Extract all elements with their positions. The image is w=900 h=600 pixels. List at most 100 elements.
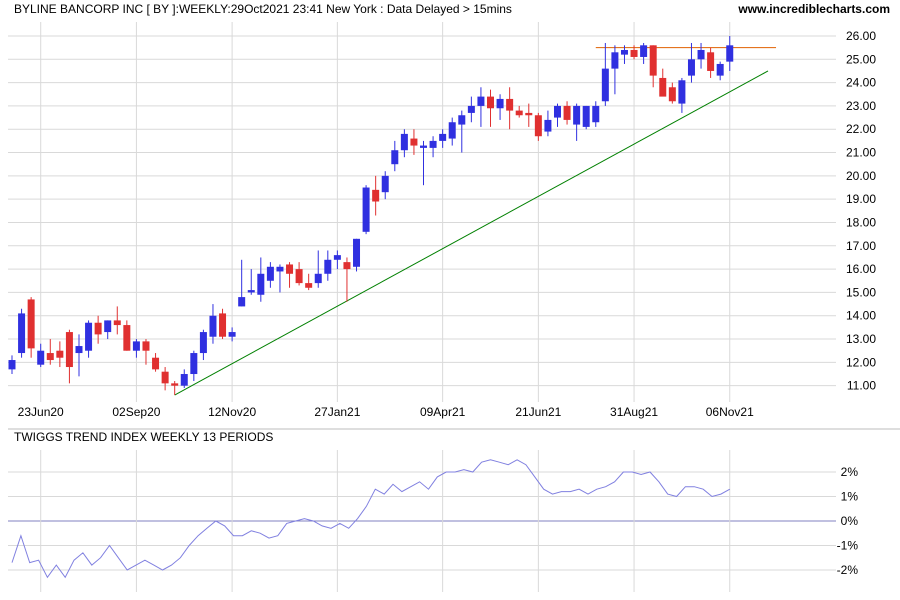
date-tick-label: 31Aug21 [610,405,658,419]
candle-body [640,45,648,57]
candle [295,262,303,286]
candle-body [678,80,686,104]
price-tick-label: 12.00 [846,355,876,369]
candle-body [343,262,351,270]
date-axis: 23Jun20 02Sep20 12Nov20 27Jan21 09Apr21 21Jun… [18,405,754,419]
indicator-line-group [11,459,731,579]
candle [697,42,705,69]
candle-body [448,122,456,139]
price-grid [8,22,836,402]
candle [553,103,561,127]
candle [534,112,542,141]
candle [487,89,494,127]
candle [27,297,35,358]
candle-body [400,133,408,151]
candle [515,105,523,118]
price-tick-label: 16.00 [846,262,876,276]
candle-body [295,269,303,284]
candle-body [487,96,494,109]
candle-body [113,320,121,326]
candle-body [209,315,217,337]
candle [18,308,26,358]
candle-body [362,187,370,232]
candle [448,117,456,146]
candle-body [171,383,179,386]
candle-body [286,264,294,274]
candle-body [257,273,265,295]
candle-body [190,353,198,375]
indicator-tick-label: 1% [841,490,859,504]
candle [266,262,274,288]
candle-body [56,350,64,358]
candle-body [439,133,447,141]
candle [573,103,581,141]
candle [439,129,447,148]
candle-body [573,105,581,125]
date-tick-label: 23Jun20 [18,405,64,419]
candle [180,369,188,389]
candle-body [707,52,715,71]
candle [477,87,485,127]
candle-body [467,105,475,113]
candle [238,259,246,307]
candle-body [668,87,676,102]
candle [65,329,73,384]
indicator-tick-label: -1% [837,538,859,552]
candle-body [582,105,590,127]
candle [343,257,351,302]
candle-body [75,346,83,354]
candle-body [314,273,322,284]
candle-body [238,297,246,307]
candle-body [726,45,734,62]
candle [257,257,265,302]
candle [75,334,83,377]
candle [678,77,686,113]
price-tick-label: 15.00 [846,285,876,299]
price-tick-label: 19.00 [846,192,876,206]
date-tick-label: 27Jan21 [314,405,360,419]
candle [726,35,734,71]
candle-body [305,283,313,288]
candle-body [333,255,341,260]
candle-body [601,68,609,102]
price-tick-label: 23.00 [846,99,876,113]
candle-body [228,332,236,337]
candle [152,353,160,372]
candle-body [544,119,552,132]
candle-body [687,59,695,76]
twiggs-trend-line [11,459,731,579]
candle-body [65,332,73,368]
candle [142,339,150,365]
candle [668,82,676,104]
price-tick-label: 26.00 [846,29,876,43]
price-tick-label: 17.00 [846,239,876,253]
candle [391,140,399,172]
candle [286,262,294,288]
candle [458,110,466,153]
site-label[interactable]: www.incrediblecharts.com [737,2,890,16]
candle [630,45,638,60]
candle-body [219,313,227,337]
candle-body [534,115,542,137]
price-axis: 11.00 12.00 13.00 14.00 15.00 16.00 17.00 18.00… [846,29,876,393]
candle-body [659,77,667,97]
date-tick-label: 02Sep20 [112,405,160,419]
candle-body [630,49,638,57]
candle [209,304,217,344]
chart-title: BYLINE BANCORP INC [ BY ]:WEEKLY:29Oct20… [14,2,512,16]
candle-body [276,266,284,272]
price-tick-label: 11.00 [847,379,876,393]
candle [611,45,619,95]
candle [353,238,361,272]
candle-body [611,52,619,69]
candle-body [18,313,26,354]
candle-body [420,145,428,148]
candle-body [37,350,45,365]
candle-body [266,266,274,281]
candle [400,129,408,158]
candle-body [391,150,399,165]
candle [247,269,255,295]
price-tick-label: 21.00 [846,146,876,160]
price-tick-label: 20.00 [846,169,876,183]
candle-body [85,322,93,351]
